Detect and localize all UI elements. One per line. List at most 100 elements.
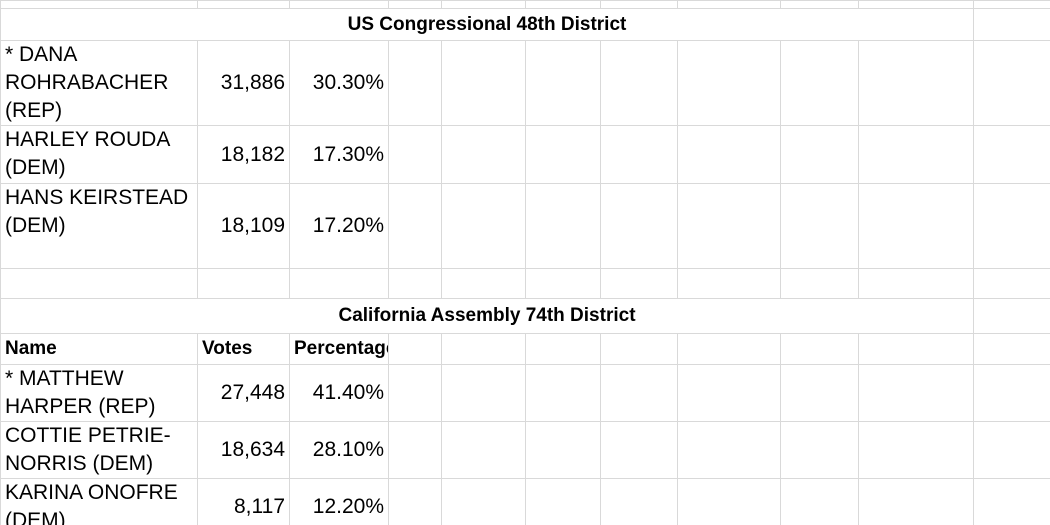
empty-cell[interactable] xyxy=(525,421,601,479)
empty-cell[interactable] xyxy=(525,333,601,365)
cell-name[interactable]: * MATTHEW HARPER (REP) xyxy=(0,364,198,422)
cell-num[interactable]: 17.20% xyxy=(289,183,389,269)
empty-cell[interactable] xyxy=(388,268,442,299)
cell-num[interactable]: 18,182 xyxy=(197,125,290,184)
empty-cell[interactable] xyxy=(677,421,781,479)
empty-cell[interactable] xyxy=(525,125,601,184)
empty-cell[interactable] xyxy=(677,40,781,126)
cell-num[interactable]: 18,109 xyxy=(197,183,290,269)
empty-cell[interactable] xyxy=(525,478,601,525)
empty-cell[interactable] xyxy=(441,333,526,365)
empty-cell[interactable] xyxy=(441,421,526,479)
empty-cell[interactable] xyxy=(677,0,781,9)
empty-cell[interactable] xyxy=(780,478,859,525)
empty-cell[interactable] xyxy=(388,333,442,365)
empty-cell[interactable] xyxy=(677,478,781,525)
empty-cell[interactable] xyxy=(0,0,198,9)
empty-cell[interactable] xyxy=(197,268,290,299)
empty-cell[interactable] xyxy=(600,125,678,184)
empty-cell[interactable] xyxy=(780,40,859,126)
empty-cell[interactable] xyxy=(525,183,601,269)
empty-cell[interactable] xyxy=(780,183,859,269)
empty-cell[interactable] xyxy=(197,0,290,9)
empty-cell[interactable] xyxy=(388,183,442,269)
cell-num[interactable]: 30.30% xyxy=(289,40,389,126)
empty-cell[interactable] xyxy=(388,40,442,126)
empty-cell[interactable] xyxy=(973,40,1050,126)
cell-name[interactable]: KARINA ONOFRE (DEM) xyxy=(0,478,198,525)
empty-cell[interactable] xyxy=(858,421,974,479)
empty-cell[interactable] xyxy=(858,268,974,299)
empty-cell[interactable] xyxy=(780,268,859,299)
empty-cell[interactable] xyxy=(388,421,442,479)
empty-cell[interactable] xyxy=(289,0,389,9)
empty-cell[interactable] xyxy=(973,421,1050,479)
empty-cell[interactable] xyxy=(441,183,526,269)
cell-num[interactable]: 8,117 xyxy=(197,478,290,525)
empty-cell[interactable] xyxy=(780,125,859,184)
empty-cell[interactable] xyxy=(973,268,1050,299)
cell-head[interactable]: Votes xyxy=(197,333,290,365)
empty-cell[interactable] xyxy=(858,333,974,365)
empty-cell[interactable] xyxy=(677,364,781,422)
empty-cell[interactable] xyxy=(600,40,678,126)
cell-num[interactable]: 18,634 xyxy=(197,421,290,479)
cell-title[interactable]: California Assembly 74th District xyxy=(0,298,974,334)
empty-cell[interactable] xyxy=(858,125,974,184)
empty-cell[interactable] xyxy=(858,183,974,269)
empty-cell[interactable] xyxy=(973,125,1050,184)
empty-cell[interactable] xyxy=(600,478,678,525)
empty-cell[interactable] xyxy=(600,364,678,422)
empty-cell[interactable] xyxy=(525,0,601,9)
empty-cell[interactable] xyxy=(600,0,678,9)
empty-cell[interactable] xyxy=(780,364,859,422)
empty-cell[interactable] xyxy=(780,0,859,9)
empty-cell[interactable] xyxy=(677,268,781,299)
cell-num[interactable]: 17.30% xyxy=(289,125,389,184)
empty-cell[interactable] xyxy=(973,298,1050,334)
empty-cell[interactable] xyxy=(600,183,678,269)
empty-cell[interactable] xyxy=(441,40,526,126)
empty-cell[interactable] xyxy=(973,0,1050,9)
empty-cell[interactable] xyxy=(0,268,198,299)
empty-cell[interactable] xyxy=(289,268,389,299)
empty-cell[interactable] xyxy=(973,478,1050,525)
empty-cell[interactable] xyxy=(858,364,974,422)
empty-cell[interactable] xyxy=(677,333,781,365)
empty-cell[interactable] xyxy=(973,183,1050,269)
empty-cell[interactable] xyxy=(780,421,859,479)
empty-cell[interactable] xyxy=(525,40,601,126)
empty-cell[interactable] xyxy=(973,333,1050,365)
cell-num[interactable]: 31,886 xyxy=(197,40,290,126)
empty-cell[interactable] xyxy=(525,268,601,299)
empty-cell[interactable] xyxy=(677,183,781,269)
cell-num[interactable]: 27,448 xyxy=(197,364,290,422)
empty-cell[interactable] xyxy=(677,125,781,184)
empty-cell[interactable] xyxy=(858,40,974,126)
empty-cell[interactable] xyxy=(388,0,442,9)
cell-name[interactable]: HARLEY ROUDA (DEM) xyxy=(0,125,198,184)
cell-num[interactable]: 28.10% xyxy=(289,421,389,479)
cell-name[interactable]: COTTIE PETRIE-NORRIS (DEM) xyxy=(0,421,198,479)
empty-cell[interactable] xyxy=(973,364,1050,422)
cell-head[interactable]: Percentage xyxy=(289,333,389,365)
cell-head[interactable]: Name xyxy=(0,333,198,365)
empty-cell[interactable] xyxy=(441,0,526,9)
empty-cell[interactable] xyxy=(525,364,601,422)
empty-cell[interactable] xyxy=(600,421,678,479)
cell-num[interactable]: 12.20% xyxy=(289,478,389,525)
cell-name[interactable]: HANS KEIRSTEAD (DEM) xyxy=(0,183,198,269)
empty-cell[interactable] xyxy=(441,478,526,525)
empty-cell[interactable] xyxy=(441,268,526,299)
empty-cell[interactable] xyxy=(858,0,974,9)
cell-num[interactable]: 41.40% xyxy=(289,364,389,422)
empty-cell[interactable] xyxy=(858,478,974,525)
empty-cell[interactable] xyxy=(600,268,678,299)
empty-cell[interactable] xyxy=(600,333,678,365)
empty-cell[interactable] xyxy=(388,125,442,184)
empty-cell[interactable] xyxy=(388,364,442,422)
empty-cell[interactable] xyxy=(388,478,442,525)
cell-name[interactable]: * DANA ROHRABACHER (REP) xyxy=(0,40,198,126)
empty-cell[interactable] xyxy=(780,333,859,365)
empty-cell[interactable] xyxy=(441,364,526,422)
